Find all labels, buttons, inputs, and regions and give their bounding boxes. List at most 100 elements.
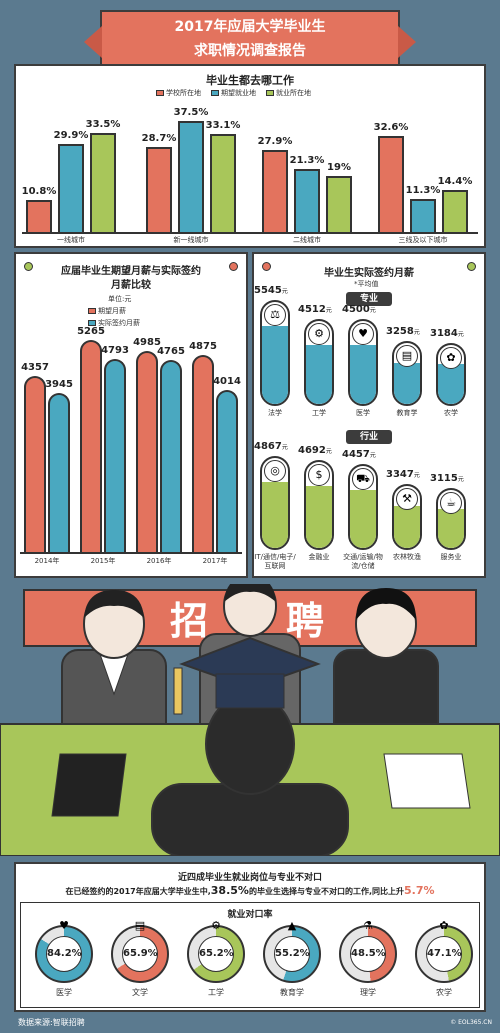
stethoscope-icon: ♥ bbox=[352, 323, 374, 345]
chart1-value-0-2: 33.5% bbox=[85, 119, 121, 131]
legend2-label-1: 实际签约月薪 bbox=[98, 319, 140, 327]
chart2-baseline bbox=[20, 552, 242, 554]
chart3-value-unit-1-3: 元 bbox=[413, 471, 420, 479]
chart3-value-0-4: 3184元 bbox=[430, 328, 478, 339]
legend1-label-2: 就业所在地 bbox=[276, 89, 311, 97]
credit: © EOL365.CN bbox=[450, 1019, 492, 1026]
banner-char-1: 招 bbox=[170, 598, 209, 643]
chart3-value-0-2: 4500元 bbox=[342, 304, 390, 315]
chart2-value-3-0: 4875 bbox=[189, 341, 217, 353]
chart3-value-num-1-0: 4867 bbox=[254, 441, 282, 453]
chart3-category-0-4: 农学 bbox=[444, 409, 458, 417]
chart2-title-line1: 应届毕业生期望月薪与实际签约 bbox=[61, 266, 201, 277]
data-source: 数据来源:智联招聘 bbox=[18, 1018, 85, 1027]
chart3-value-unit-0-2: 元 bbox=[369, 307, 376, 314]
chart3-category-1-3: 农林牧渔 bbox=[393, 553, 421, 561]
chart3-category-0-0: 法学 bbox=[268, 409, 282, 417]
chart4-category-5: 农学 bbox=[436, 988, 452, 997]
chart4-value-0: 84.2% bbox=[46, 936, 82, 972]
chart3-value-unit-0-4: 元 bbox=[457, 330, 464, 338]
match-rate-subpanel: 就业对口率 ♥ 84.2% 医学 ▤ 65.9% 文学 ⚙ 65.2% 工学 ▲ 55.2% 教育学 ⚗… bbox=[20, 902, 480, 1008]
mismatch-pre: 在已经签约的2017年应届大学毕业生中, bbox=[65, 887, 211, 896]
chart3-pill-0-4: ✿ bbox=[436, 342, 466, 406]
scales-icon: ⚖ bbox=[264, 304, 286, 327]
chart3-value-unit-1-1: 元 bbox=[325, 447, 332, 455]
chart3-value-unit-1-2: 元 bbox=[369, 451, 376, 459]
chart1-bar-2-1 bbox=[294, 169, 320, 232]
legend1-swatch-0 bbox=[156, 90, 164, 96]
chart3-pill-1-3: ⚒ bbox=[392, 483, 422, 550]
chart4-donut-2: ⚙ 65.2% bbox=[187, 919, 245, 983]
chart3-bar-1-0 bbox=[262, 482, 288, 548]
chart2-value-2-1: 4765 bbox=[157, 345, 185, 357]
chart3-category-0-2: 医学 bbox=[356, 409, 370, 417]
chart2-bar-3-1 bbox=[216, 390, 238, 552]
chart3-pill-1-0: ◎ bbox=[260, 456, 290, 550]
chart1-bar-3-2 bbox=[442, 189, 468, 232]
chart4-category-4: 理学 bbox=[360, 988, 376, 997]
chart4-category-3: 教育学 bbox=[280, 988, 304, 997]
globe-icon: ◎ bbox=[264, 460, 286, 483]
chart2-value-0-0: 4357 bbox=[21, 362, 49, 374]
chart3-value-num-1-3: 3347 bbox=[386, 468, 414, 480]
decor-dot-left bbox=[24, 262, 33, 271]
chart3-bar-1-2 bbox=[350, 489, 376, 548]
legend1-swatch-1 bbox=[211, 90, 219, 96]
chart3-category-1-0: IT/通信/电子/互联网 bbox=[254, 553, 296, 570]
chart3-pill-0-1: ⚙ bbox=[304, 318, 334, 406]
chart3-value-unit-1-0: 元 bbox=[281, 444, 288, 452]
chart3-category-0-1: 工学 bbox=[312, 409, 326, 417]
chart3-category-1-4: 服务业 bbox=[440, 553, 462, 561]
chart3-bar-0-2 bbox=[350, 345, 376, 404]
chart1-category-1: 新一线城市 bbox=[173, 236, 209, 244]
graduate-back bbox=[151, 636, 349, 856]
chart4-donut-4: ⚗ 48.5% bbox=[339, 919, 397, 983]
chart3-value-0-3: 3258元 bbox=[386, 326, 434, 337]
chart3-value-unit-0-1: 元 bbox=[325, 306, 332, 314]
chart2-title-line2: 月薪比较 bbox=[111, 280, 151, 291]
chart2-bar-2-0 bbox=[136, 350, 158, 552]
chart3-value-0-1: 4512元 bbox=[298, 304, 346, 315]
chart4-category-1: 文学 bbox=[132, 988, 148, 997]
chart4-category-0: 医学 bbox=[56, 988, 72, 997]
mismatch-title: 近四成毕业生就业岗位与专业不对口 bbox=[177, 873, 322, 883]
chart3-value-num-0-2: 4500 bbox=[342, 304, 370, 315]
mismatch-pct: 38.5% bbox=[210, 884, 249, 897]
wheat-icon: ✿ bbox=[440, 346, 462, 369]
chart2-category-1: 2015年 bbox=[90, 557, 116, 565]
stethoscope-icon: ♥ bbox=[59, 919, 69, 932]
chart2-bar-3-0 bbox=[192, 355, 214, 552]
chart4-donut-3: ▲ 55.2% bbox=[263, 919, 321, 983]
chart3-pill-0-2: ♥ bbox=[348, 319, 378, 406]
chart3-pill-0-3: ▤ bbox=[392, 341, 422, 406]
chart4-donut-0: ♥ 84.2% bbox=[35, 919, 93, 983]
chart3-bar-0-4 bbox=[438, 363, 464, 404]
legend1-swatch-2 bbox=[266, 90, 274, 96]
coins-icon: $ bbox=[308, 463, 330, 486]
legend2-swatch-0 bbox=[88, 308, 96, 314]
chart4-donut-5: ✿ 47.1% bbox=[415, 919, 473, 983]
chart4-title: 就业对口率 bbox=[227, 910, 273, 920]
chart1-title: 毕业生都去哪工作 bbox=[206, 74, 294, 87]
chart3-value-num-0-4: 3184 bbox=[430, 327, 458, 339]
chart2-bar-0-0 bbox=[24, 376, 46, 552]
chart3-bar-1-4 bbox=[438, 508, 464, 548]
chart1-baseline bbox=[22, 232, 478, 234]
wheat-icon: ✿ bbox=[439, 919, 449, 932]
chart3-value-0-0: 5545元 bbox=[254, 285, 302, 296]
chart3-value-1-4: 3115元 bbox=[430, 473, 478, 484]
chart1-legend: 学校所在地 期望就业地 就业所在地 bbox=[156, 88, 311, 98]
mortarboard-icon: ▲ bbox=[287, 919, 297, 932]
title-line2: 求职情况调查报告 bbox=[194, 43, 306, 59]
chart2-value-2-0: 4985 bbox=[133, 336, 161, 348]
chart3-value-num-0-1: 4512 bbox=[298, 303, 326, 315]
chart1-value-1-1: 37.5% bbox=[173, 107, 209, 119]
chart3-pill-1-2: ⛟ bbox=[348, 463, 378, 550]
chart3-value-num-0-3: 3258 bbox=[386, 326, 414, 338]
chart3-pill-1-4: ☕ bbox=[436, 487, 466, 550]
gear-icon: ⚙ bbox=[211, 919, 221, 932]
chart1-value-2-2: 19% bbox=[327, 161, 351, 173]
chart3-value-num-0-0: 5545 bbox=[254, 285, 282, 297]
legend1-item-2: 就业所在地 bbox=[266, 88, 311, 98]
